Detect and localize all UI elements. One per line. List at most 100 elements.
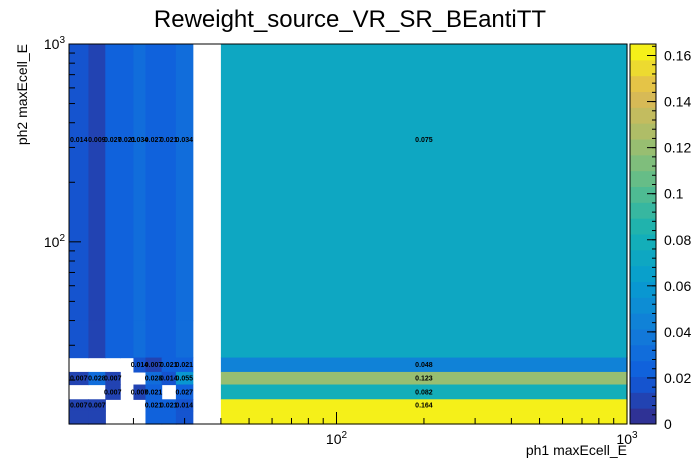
cell-value-label: 0.164 bbox=[415, 403, 433, 410]
cell-value-label: 0.007 bbox=[88, 403, 106, 410]
cell-value-label: 0.021 bbox=[160, 403, 178, 410]
cell-value-label: 0.075 bbox=[415, 137, 433, 144]
cell-value-label: 0.007 bbox=[70, 376, 88, 383]
heatmap-cell bbox=[145, 384, 163, 400]
colorbar-segment bbox=[630, 59, 656, 77]
colorbar-segment bbox=[630, 329, 656, 346]
cell-value-label: 0.021 bbox=[176, 362, 194, 369]
heatmap-cell bbox=[69, 410, 90, 425]
heatmap-cell bbox=[69, 44, 90, 322]
cell-value-label: 0.028 bbox=[88, 376, 106, 383]
heatmap-cell bbox=[220, 410, 628, 425]
heatmap-cell bbox=[161, 399, 177, 412]
cell-value-label: 0.027 bbox=[145, 137, 163, 144]
colorbar-segment bbox=[630, 123, 656, 140]
x-tick-label: 102 bbox=[326, 430, 348, 447]
heatmap-cell bbox=[220, 384, 628, 400]
axes: 102 103 102 103 bbox=[44, 35, 638, 447]
heatmap-cell bbox=[161, 320, 177, 359]
colorbar-segment bbox=[630, 234, 656, 251]
x-axis-label: ph1 maxEcell_E bbox=[526, 442, 627, 458]
colorbar-segment bbox=[630, 170, 656, 187]
heatmap-cell bbox=[133, 44, 147, 322]
heatmap-cell bbox=[69, 399, 90, 412]
colorbar-segment bbox=[630, 44, 656, 61]
cell-value-label: 0.007 bbox=[131, 389, 149, 396]
heatmap-cell bbox=[145, 399, 163, 412]
heatmap-cell bbox=[105, 320, 121, 359]
heatmap-cell bbox=[161, 371, 177, 386]
colorbar-segment bbox=[630, 202, 656, 219]
cell-value-label: 0.021 bbox=[145, 389, 163, 396]
colorbar-segment bbox=[630, 408, 656, 425]
heatmap-cell bbox=[88, 399, 106, 412]
heatmap-cell bbox=[220, 371, 628, 386]
cell-value-label: 0.027 bbox=[176, 389, 194, 396]
colorbar-tick-label: 0 bbox=[664, 416, 672, 432]
cell-value-label: 0.021 bbox=[160, 362, 178, 369]
cell-value-label: 0.027 bbox=[104, 137, 122, 144]
colorbar-segment bbox=[630, 91, 656, 108]
y-tick-label: 103 bbox=[44, 35, 66, 52]
heatmap-cell bbox=[145, 357, 163, 373]
colorbar-segment bbox=[630, 107, 656, 124]
colorbar-tick-label: 0.12 bbox=[664, 140, 691, 156]
heatmap-cell bbox=[88, 410, 106, 425]
heatmap-cell bbox=[220, 357, 628, 373]
cell-value-label: 0.014 bbox=[176, 403, 194, 410]
cell-value-label: 0.014 bbox=[70, 137, 88, 144]
heatmap-cell bbox=[161, 410, 177, 425]
colorbar-tick-label: 0.1 bbox=[664, 186, 684, 202]
colorbar-segment bbox=[630, 392, 656, 409]
cell-value-label: 0.034 bbox=[131, 137, 149, 144]
heatmap-cell bbox=[145, 320, 163, 359]
heatmap-cell bbox=[145, 371, 163, 386]
colorbar-segment bbox=[630, 154, 656, 172]
colorbar-border bbox=[629, 43, 657, 425]
heatmap-cell bbox=[133, 320, 147, 359]
heatmap-cell bbox=[175, 384, 194, 400]
colorbar-tick-label: 0.06 bbox=[664, 278, 691, 294]
heatmap-cell bbox=[220, 44, 628, 322]
colorbar-segment bbox=[630, 186, 656, 203]
plot-border bbox=[68, 43, 628, 425]
cell-value-label: 0.034 bbox=[176, 137, 194, 144]
heatmap-cell bbox=[120, 44, 135, 322]
heatmap-cell bbox=[105, 384, 121, 400]
colorbar: 0 0.02 0.04 0.06 0.08 0.1 0.12 0.14 0.16 bbox=[629, 43, 691, 432]
colorbar-segment bbox=[630, 376, 656, 393]
cell-value-label: 0.009 bbox=[88, 137, 106, 144]
heatmap-cell bbox=[105, 371, 121, 386]
heatmap-cell-labels: 0.014 0.0090.0270.0210.0340.0270.0210.034… bbox=[70, 137, 433, 410]
heatmap-cells bbox=[69, 44, 628, 425]
y-axis-label: ph2 maxEcell_E bbox=[14, 44, 30, 145]
cell-value-label: 0.028 bbox=[145, 376, 163, 383]
heatmap-cell bbox=[161, 44, 177, 322]
heatmap-cell bbox=[145, 44, 163, 322]
heatmap-cell bbox=[69, 371, 90, 386]
heatmap-cell bbox=[220, 399, 628, 412]
cell-value-label: 0.007 bbox=[104, 389, 122, 396]
y-tick-label: 102 bbox=[44, 233, 66, 250]
colorbar-segment bbox=[630, 265, 656, 282]
colorbar-tick-label: 0.04 bbox=[664, 324, 691, 340]
colorbar-tick-label: 0.02 bbox=[664, 370, 691, 386]
colorbar-segment bbox=[630, 218, 656, 235]
colorbar-segment bbox=[630, 360, 656, 377]
cell-value-label: 0.007 bbox=[104, 376, 122, 383]
colorbar-tick-label: 0.14 bbox=[664, 94, 691, 110]
cell-value-label: 0.082 bbox=[415, 389, 433, 396]
cell-value-label: 0.123 bbox=[415, 376, 433, 383]
heatmap-cell bbox=[133, 357, 147, 373]
heatmap-cell bbox=[220, 320, 628, 359]
colorbar-segment bbox=[630, 75, 656, 92]
heatmap-cell bbox=[88, 371, 106, 386]
heatmap-cell bbox=[175, 357, 194, 373]
cell-value-label: 0.055 bbox=[176, 376, 194, 383]
heatmap-cell bbox=[88, 44, 106, 322]
cell-value-label: 0.021 bbox=[118, 137, 136, 144]
heatmap-cell bbox=[69, 320, 90, 359]
heatmap-cell bbox=[175, 371, 194, 386]
cell-value-label: 0.014 bbox=[131, 362, 149, 369]
